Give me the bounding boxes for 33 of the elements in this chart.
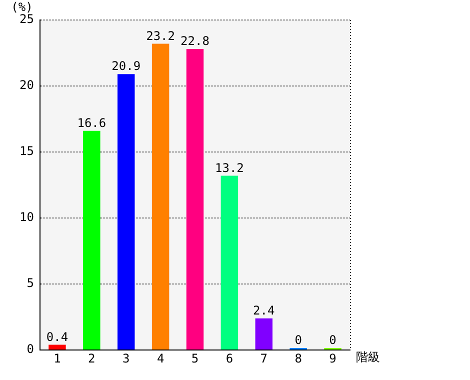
x-tick-label: 4 bbox=[156, 351, 164, 366]
y-axis-title: (%) bbox=[11, 0, 33, 14]
data-label: 0 bbox=[329, 333, 336, 348]
data-label: 0.4 bbox=[46, 330, 68, 344]
x-tick-label: 5 bbox=[191, 351, 199, 366]
data-label: 20.9 bbox=[112, 59, 141, 74]
y-tick-label: 0 bbox=[26, 342, 34, 356]
x-axis-title: 階級 bbox=[356, 350, 380, 364]
bar bbox=[186, 49, 204, 350]
y-tick-label: 5 bbox=[26, 276, 34, 290]
bar bbox=[83, 130, 100, 350]
data-label: 2.4 bbox=[253, 303, 275, 318]
x-tick-label: 7 bbox=[260, 351, 268, 366]
y-tick-label: 15 bbox=[20, 144, 34, 158]
bar bbox=[118, 74, 135, 350]
bar bbox=[48, 344, 66, 350]
y-tick-label: 25 bbox=[20, 12, 34, 26]
data-label: 0 bbox=[294, 333, 302, 348]
x-tick-label: 1 bbox=[54, 351, 61, 366]
bar bbox=[152, 44, 170, 350]
y-tick-label: 10 bbox=[20, 210, 34, 224]
data-label: 13.2 bbox=[214, 160, 244, 175]
x-tick-label: 6 bbox=[226, 351, 234, 366]
data-label: 16.6 bbox=[77, 116, 106, 130]
data-label: 22.8 bbox=[180, 34, 210, 48]
x-tick-label: 9 bbox=[329, 351, 336, 366]
bar bbox=[255, 318, 272, 350]
x-tick-label: 8 bbox=[294, 351, 302, 366]
x-tick-label: 3 bbox=[122, 351, 130, 366]
x-tick-label: 2 bbox=[88, 351, 96, 366]
y-tick-label: 20 bbox=[20, 78, 34, 92]
data-label: 23.2 bbox=[146, 28, 176, 43]
bar bbox=[220, 176, 238, 350]
